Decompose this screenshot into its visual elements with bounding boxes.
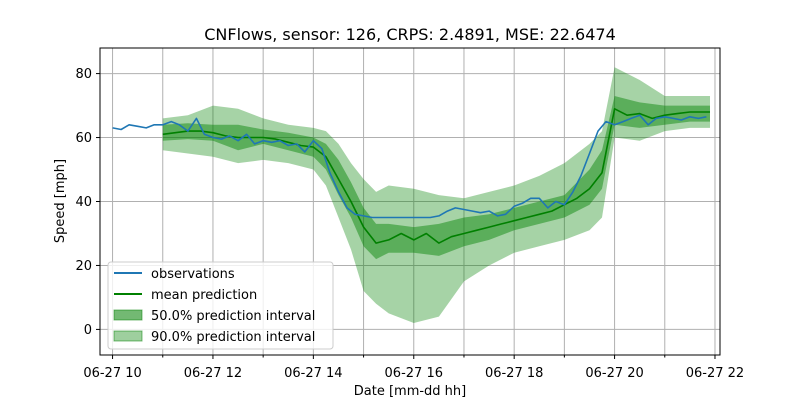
observations-path	[112, 114, 707, 219]
y-axis-ticks: 0 20 40 60 80	[75, 67, 100, 338]
legend-swatch-band50	[113, 309, 143, 321]
grid	[100, 48, 720, 355]
x-axis-ticks: 06-27 10 06-27 12 06-27 14 06-27 16 06-27 18…	[83, 355, 744, 381]
x-tick-label: 06-27 14	[284, 366, 342, 381]
x-tick-label: 06-27 22	[686, 366, 744, 381]
interval-90-area	[162, 67, 711, 323]
x-tick-label: 06-27 18	[485, 366, 543, 381]
y-tick-label: 20	[75, 259, 92, 274]
mean-prediction-path	[162, 108, 710, 244]
observations-line	[112, 114, 707, 219]
chart-title: CNFlows, sensor: 126, CRPS: 2.4891, MSE:…	[204, 25, 616, 44]
x-tick-label: 06-27 12	[184, 366, 242, 381]
y-tick-label: 40	[75, 195, 92, 210]
x-tick-label: 06-27 10	[83, 366, 141, 381]
legend-label-band50: 50.0% prediction interval	[151, 309, 315, 324]
y-tick-label: 60	[75, 131, 92, 146]
x-tick-label: 06-27 16	[385, 366, 443, 381]
interval-50-area	[162, 96, 711, 260]
y-tick-label: 80	[75, 67, 92, 82]
legend-label-observations: observations	[151, 267, 235, 282]
interval-50-band	[162, 96, 711, 260]
x-axis-label: Date [mm-dd hh]	[354, 384, 466, 399]
legend-swatch-band90	[113, 330, 143, 342]
legend-label-band90: 90.0% prediction interval	[151, 330, 315, 345]
legend-label-mean: mean prediction	[151, 288, 257, 303]
y-tick-label: 0	[84, 323, 92, 338]
legend: observations mean prediction 50.0% predict…	[107, 261, 334, 350]
legend-box	[107, 261, 334, 350]
mean-prediction-line	[162, 108, 710, 244]
interval-90-band	[162, 67, 711, 323]
x-tick-label: 06-27 20	[585, 366, 643, 381]
y-axis-label: Speed [mph]	[53, 159, 68, 243]
